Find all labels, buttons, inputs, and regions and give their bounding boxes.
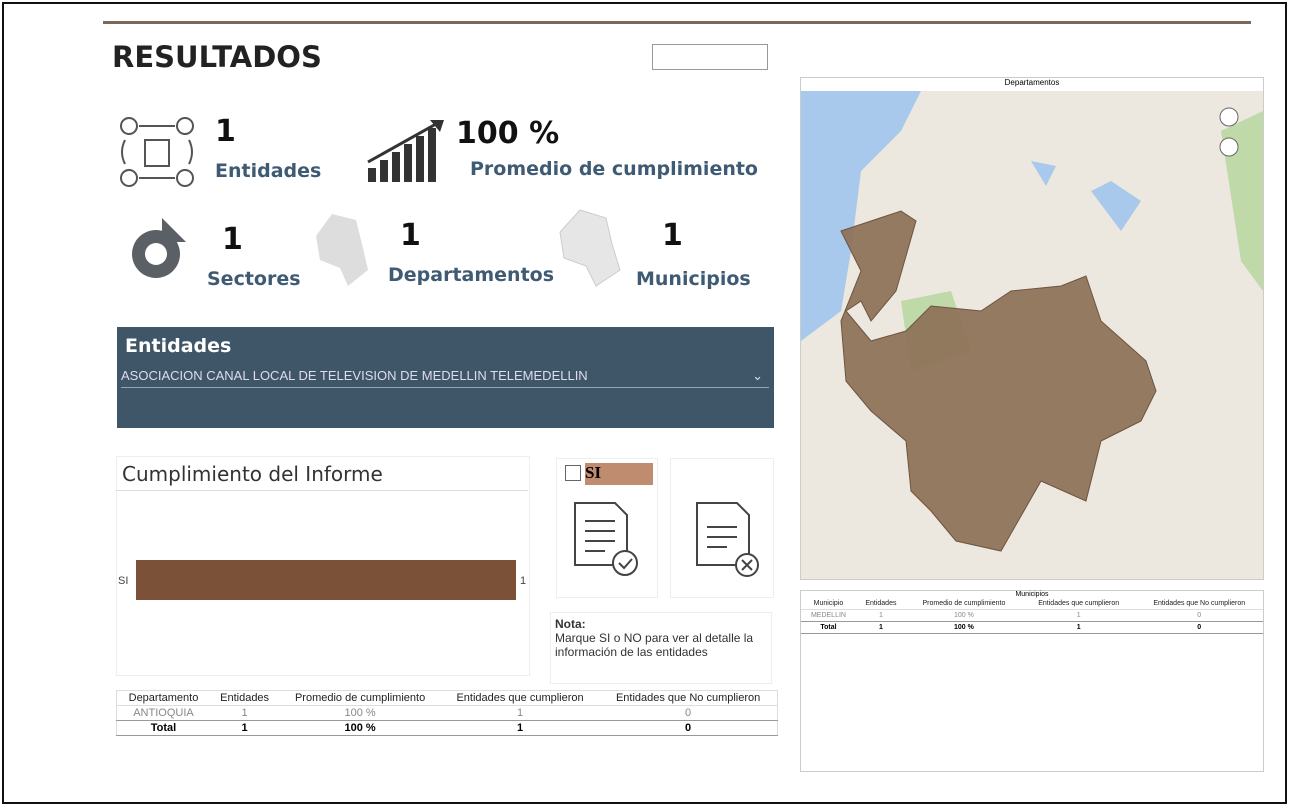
bar-chart: SI 1 bbox=[116, 540, 528, 630]
column-header: Entidades bbox=[210, 691, 279, 706]
total-cell: 1 bbox=[856, 622, 906, 634]
slicer-title: Entidades bbox=[125, 335, 231, 357]
column-header: Promedio de cumplimiento bbox=[279, 691, 441, 706]
total-cell: Total bbox=[117, 721, 210, 736]
table-cell: 100 % bbox=[279, 706, 441, 721]
total-cell: 1 bbox=[1022, 622, 1136, 634]
table-cell: ANTIOQUIA bbox=[117, 706, 210, 721]
table-cell: 0 bbox=[1136, 610, 1264, 622]
total-cell: 1 bbox=[441, 721, 599, 736]
table-cell: MEDELLIN bbox=[801, 610, 856, 622]
page-title: RESULTADOS bbox=[112, 40, 322, 74]
dropdown-arrow: ⌄ bbox=[752, 365, 763, 387]
bar bbox=[136, 560, 516, 600]
kpi-label: Municipios bbox=[636, 268, 751, 290]
kpi-value: 1 bbox=[222, 222, 243, 257]
kpi-value: 1 bbox=[662, 218, 683, 253]
entities-icon bbox=[115, 112, 205, 192]
total-cell: 0 bbox=[599, 721, 777, 736]
column-header: Municipio bbox=[801, 598, 856, 610]
column-header: Entidades bbox=[856, 598, 906, 610]
kpi-label: Promedio de cumplimiento bbox=[470, 158, 758, 180]
total-cell: 0 bbox=[1136, 622, 1264, 634]
map bbox=[801, 91, 1263, 579]
kpi-value: 1 bbox=[400, 218, 421, 253]
table-cell: 100 % bbox=[906, 610, 1022, 622]
kpi-label: Sectores bbox=[207, 268, 301, 290]
map-panel[interactable]: Departamentos bbox=[800, 77, 1264, 580]
total-cell: 100 % bbox=[906, 622, 1022, 634]
note-text: Marque SI o NO para ver al detalle la in… bbox=[555, 631, 767, 659]
data-label: 1 bbox=[520, 575, 526, 587]
checkbox[interactable] bbox=[565, 465, 581, 481]
total-cell: Total bbox=[801, 622, 856, 634]
note-title: Nota: bbox=[555, 617, 767, 631]
doc-x-icon bbox=[691, 499, 771, 579]
doc-check-icon bbox=[569, 499, 649, 579]
colombia-icon bbox=[312, 210, 372, 290]
muni-title: Municipios bbox=[801, 591, 1263, 598]
slicer-dropdown[interactable]: ASOCIACION CANAL LOCAL DE TELEVISION DE … bbox=[121, 365, 769, 388]
table-cell: 0 bbox=[599, 706, 777, 721]
chart-rule bbox=[116, 490, 528, 491]
slicer: Entidades ASOCIACION CANAL LOCAL DE TELE… bbox=[117, 327, 774, 428]
note: Nota: Marque SI o NO para ver al detalle… bbox=[550, 612, 772, 684]
kpi-label: Entidades bbox=[215, 160, 321, 182]
column-header: Departamento bbox=[117, 691, 210, 706]
column-header: Entidades que No cumplieron bbox=[599, 691, 777, 706]
column-header: Entidades que No cumplieron bbox=[1136, 598, 1264, 610]
kpi-label: Departamentos bbox=[388, 264, 554, 286]
page: RESULTADOS 1 Entidades 100 % Promedio de… bbox=[0, 0, 1289, 806]
column-header: Entidades que cumplieron bbox=[441, 691, 599, 706]
total-cell: 100 % bbox=[279, 721, 441, 736]
top-rule bbox=[103, 21, 1251, 24]
column-header: Promedio de cumplimiento bbox=[906, 598, 1022, 610]
map-title: Departamentos bbox=[801, 78, 1263, 91]
search-box[interactable] bbox=[652, 44, 768, 70]
sectors-icon bbox=[128, 214, 188, 284]
table-cell: 1 bbox=[210, 706, 279, 721]
no-panel[interactable] bbox=[670, 458, 774, 598]
column-header: Entidades que cumplieron bbox=[1022, 598, 1136, 610]
kpi-value: 1 bbox=[215, 114, 236, 149]
table-cell: 1 bbox=[856, 610, 906, 622]
filter-option[interactable]: SI bbox=[585, 463, 653, 485]
table-cell: 1 bbox=[441, 706, 599, 721]
kpi-value: 100 % bbox=[456, 116, 559, 151]
municipalities-icon bbox=[556, 206, 626, 290]
growth-icon bbox=[366, 118, 446, 184]
chart-title: Cumplimiento del Informe bbox=[122, 462, 383, 486]
slicer-selected: ASOCIACION CANAL LOCAL DE TELEVISION DE … bbox=[121, 368, 588, 383]
filter-panel[interactable]: SI bbox=[556, 458, 658, 598]
total-cell: 1 bbox=[210, 721, 279, 736]
table-cell: 1 bbox=[1022, 610, 1136, 622]
category-label: SI bbox=[118, 575, 128, 587]
